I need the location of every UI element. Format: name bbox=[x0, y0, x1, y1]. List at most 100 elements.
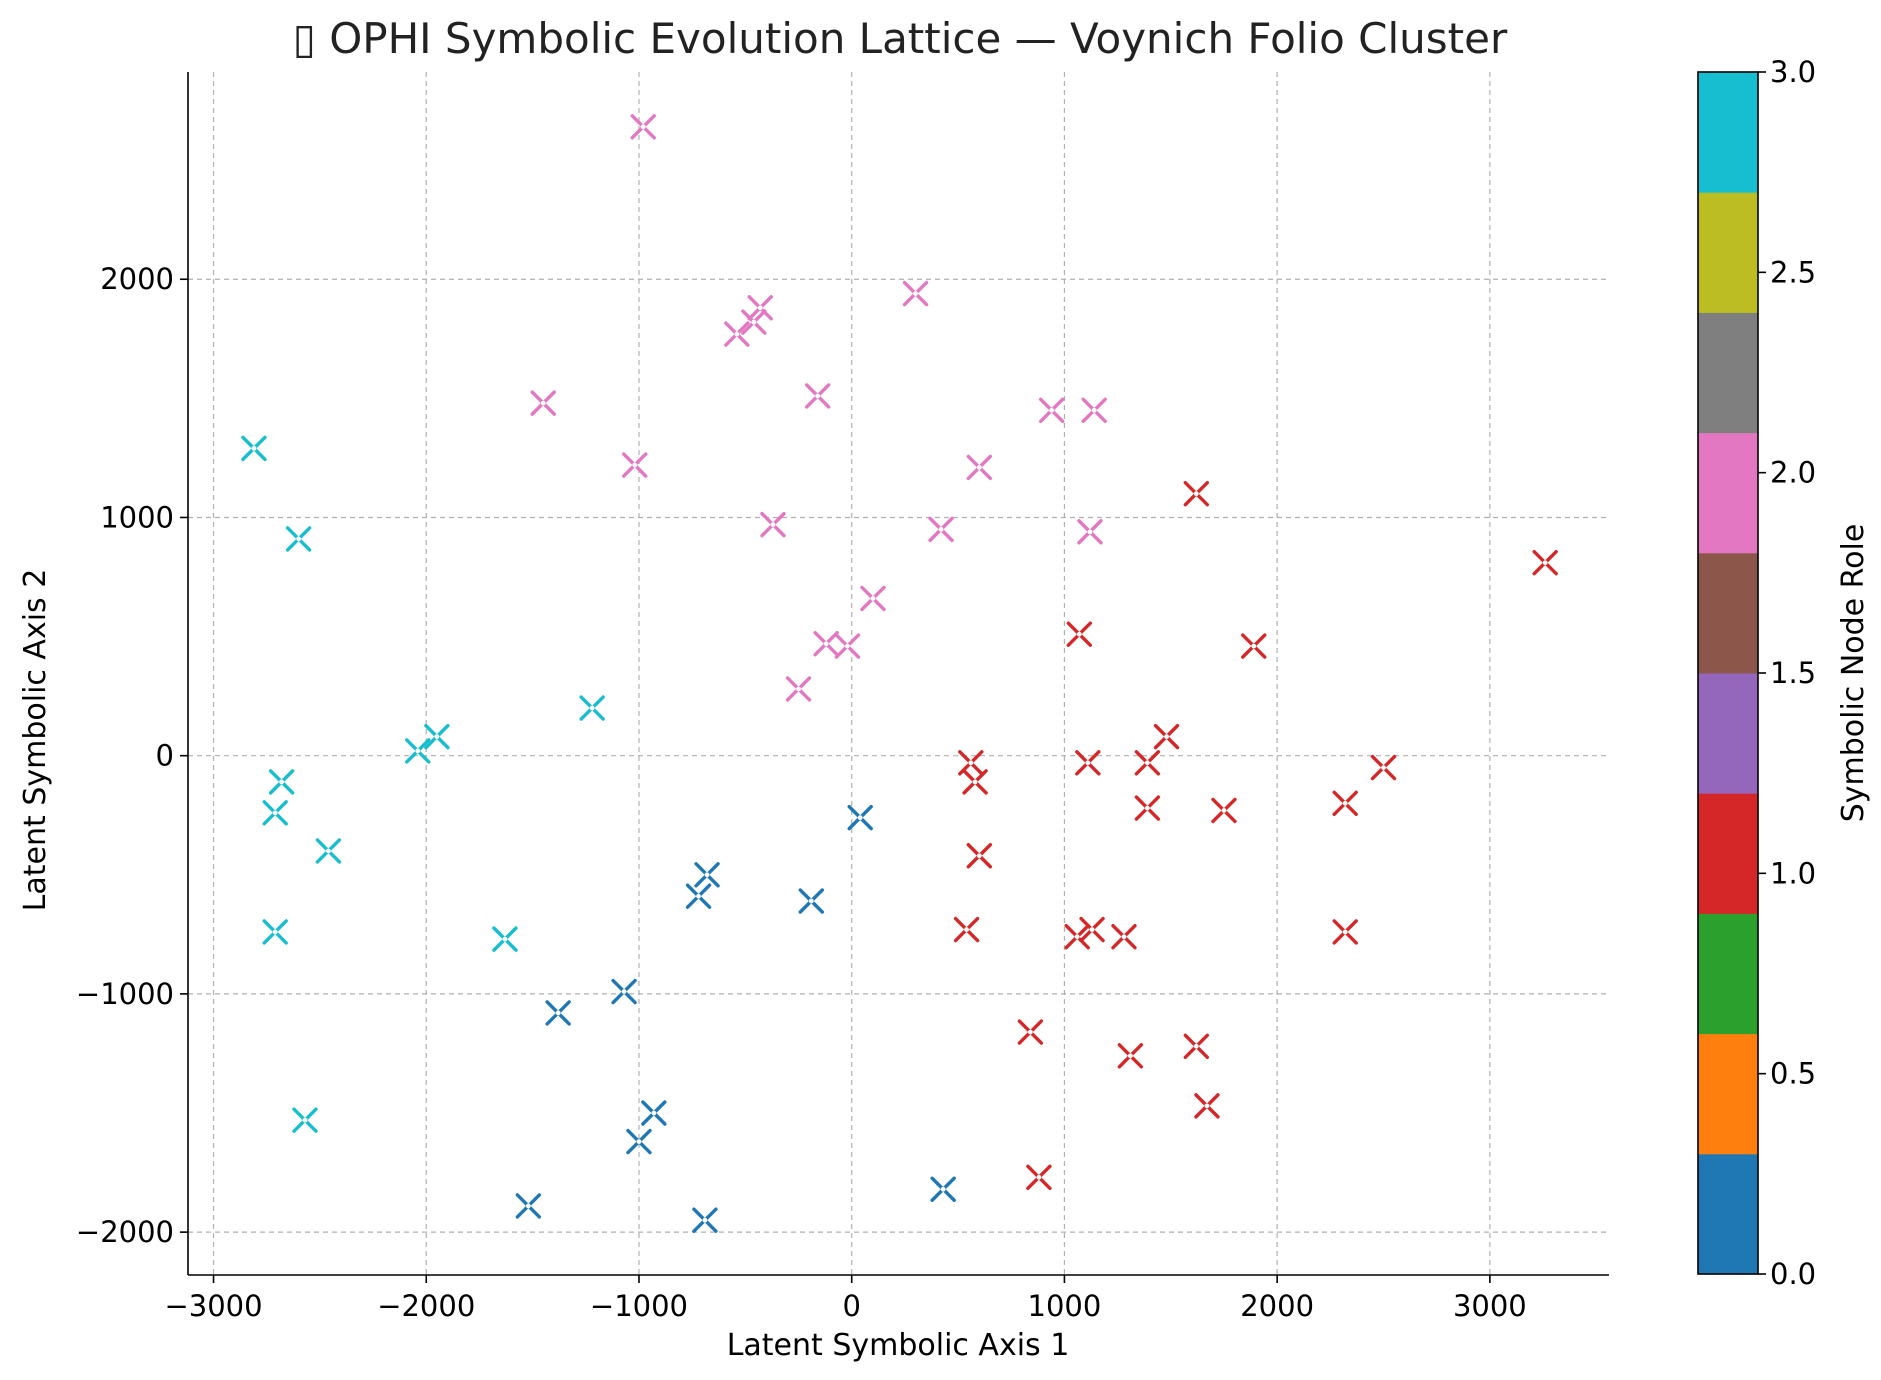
data-point-role-3 bbox=[285, 526, 312, 552]
data-point-role-3 bbox=[262, 800, 288, 826]
data-point-role-3 bbox=[268, 769, 295, 795]
y-tick-label: 1000 bbox=[100, 500, 174, 534]
data-point-role-0 bbox=[641, 1100, 667, 1126]
data-point-role-1 bbox=[953, 916, 980, 943]
x-tick-label: −3000 bbox=[164, 1289, 262, 1323]
data-point-role-2 bbox=[760, 511, 786, 538]
data-point-role-1 bbox=[962, 769, 988, 795]
x-tick-label: −1000 bbox=[590, 1289, 688, 1323]
data-point-role-1 bbox=[1211, 797, 1237, 824]
x-tick-label: 0 bbox=[842, 1289, 860, 1323]
colorbar-segment bbox=[1698, 432, 1758, 554]
data-point-role-1 bbox=[1134, 750, 1161, 776]
data-point-role-1 bbox=[1117, 1043, 1144, 1069]
colorbar-segment bbox=[1698, 673, 1758, 794]
data-point-role-2 bbox=[860, 585, 886, 612]
data-point-role-0 bbox=[545, 1000, 571, 1026]
data-point-role-1 bbox=[1194, 1093, 1220, 1119]
y-axis-label: Latent Symbolic Axis 2 bbox=[18, 569, 53, 912]
x-tick-label: 1000 bbox=[1028, 1289, 1102, 1323]
data-point-role-2 bbox=[630, 114, 656, 140]
data-point-role-3 bbox=[424, 723, 450, 750]
data-point-role-1 bbox=[1017, 1019, 1044, 1045]
data-point-role-2 bbox=[1038, 397, 1065, 423]
data-point-role-2 bbox=[747, 295, 773, 321]
data-point-role-1 bbox=[1079, 916, 1105, 943]
data-point-role-0 bbox=[694, 862, 720, 888]
colorbar-tick-label: 1.0 bbox=[1770, 856, 1816, 890]
data-point-role-2 bbox=[902, 280, 929, 307]
data-point-role-1 bbox=[1066, 621, 1093, 647]
data-point-role-0 bbox=[692, 1207, 718, 1233]
data-point-role-1 bbox=[1241, 633, 1267, 659]
data-point-role-2 bbox=[622, 452, 648, 478]
x-axis-ticks: −3000 −2000 −1000 0 1000 2000 3000 bbox=[164, 1275, 1527, 1323]
data-point-role-1 bbox=[1111, 924, 1137, 950]
colorbar-ticks: 0.0 0.5 1.0 1.5 2.0 2.5 3.0 bbox=[1758, 55, 1816, 1291]
x-tick-label: 2000 bbox=[1240, 1289, 1314, 1323]
colorbar-segment bbox=[1698, 72, 1758, 193]
colorbar-segment bbox=[1698, 1033, 1758, 1155]
data-point-role-2 bbox=[1077, 519, 1103, 545]
data-point-role-1 bbox=[1153, 723, 1180, 750]
data-point-role-1 bbox=[1183, 1033, 1210, 1060]
data-point-role-1 bbox=[1183, 480, 1210, 507]
data-point-role-1 bbox=[1134, 795, 1161, 821]
data-point-role-1 bbox=[1075, 750, 1101, 776]
data-point-role-1 bbox=[1332, 790, 1358, 817]
data-point-role-0 bbox=[930, 1176, 956, 1202]
data-point-role-3 bbox=[579, 695, 605, 721]
data-point-role-3 bbox=[262, 919, 288, 945]
y-tick-label: 0 bbox=[156, 739, 174, 773]
data-point-role-0 bbox=[847, 804, 873, 831]
y-tick-label: −1000 bbox=[76, 977, 174, 1011]
colorbar-segment bbox=[1698, 793, 1758, 914]
colorbar-tick-label: 2.0 bbox=[1770, 456, 1816, 490]
data-point-role-3 bbox=[492, 926, 518, 952]
data-point-role-1 bbox=[1532, 550, 1558, 576]
data-point-role-1 bbox=[1370, 754, 1397, 781]
data-point-role-0 bbox=[685, 883, 712, 909]
data-point-role-2 bbox=[928, 516, 954, 543]
colorbar-segment bbox=[1698, 913, 1758, 1035]
x-axis-label: Latent Symbolic Axis 1 bbox=[727, 1328, 1070, 1363]
chart-title: ▯ OPHI Symbolic Evolution Lattice — Voyn… bbox=[293, 14, 1508, 63]
data-point-role-0 bbox=[626, 1128, 652, 1155]
colorbar-label: Symbolic Node Role bbox=[1836, 524, 1871, 823]
data-point-role-1 bbox=[966, 843, 993, 869]
data-point-role-2 bbox=[834, 633, 861, 659]
data-point-role-2 bbox=[966, 454, 993, 481]
data-point-role-2 bbox=[530, 390, 556, 416]
data-point-role-2 bbox=[724, 321, 750, 347]
data-points bbox=[241, 114, 1558, 1233]
data-point-role-1 bbox=[1332, 919, 1358, 945]
x-tick-label: 3000 bbox=[1453, 1289, 1527, 1323]
data-point-role-2 bbox=[1081, 397, 1107, 423]
colorbar-tick-label: 1.5 bbox=[1770, 656, 1816, 690]
data-point-role-0 bbox=[798, 888, 824, 914]
data-point-role-3 bbox=[241, 435, 267, 462]
colorbar-tick-label: 2.5 bbox=[1770, 255, 1816, 289]
y-tick-label: 2000 bbox=[100, 262, 174, 296]
colorbar-segment bbox=[1698, 192, 1758, 313]
data-point-role-2 bbox=[804, 383, 831, 409]
data-point-role-0 bbox=[515, 1193, 542, 1219]
y-axis-ticks: −2000 −1000 0 1000 2000 bbox=[76, 262, 188, 1249]
colorbar-segment bbox=[1698, 312, 1758, 434]
data-point-role-3 bbox=[405, 738, 431, 764]
y-tick-label: −2000 bbox=[76, 1215, 174, 1249]
data-point-role-2 bbox=[785, 676, 812, 702]
plot-spines bbox=[187, 72, 1609, 1276]
colorbar-tick-label: 0.0 bbox=[1770, 1257, 1816, 1291]
colorbar-tick-label: 0.5 bbox=[1770, 1057, 1816, 1091]
colorbar-tick-label: 3.0 bbox=[1770, 55, 1816, 89]
data-point-role-3 bbox=[292, 1107, 318, 1133]
colorbar-segments bbox=[1698, 72, 1758, 1275]
data-point-role-2 bbox=[813, 631, 839, 657]
data-point-role-1 bbox=[1026, 1164, 1052, 1191]
colorbar-segment bbox=[1698, 1153, 1758, 1275]
data-point-role-2 bbox=[741, 309, 767, 335]
x-tick-label: −2000 bbox=[377, 1289, 475, 1323]
colorbar-segment bbox=[1698, 552, 1758, 674]
